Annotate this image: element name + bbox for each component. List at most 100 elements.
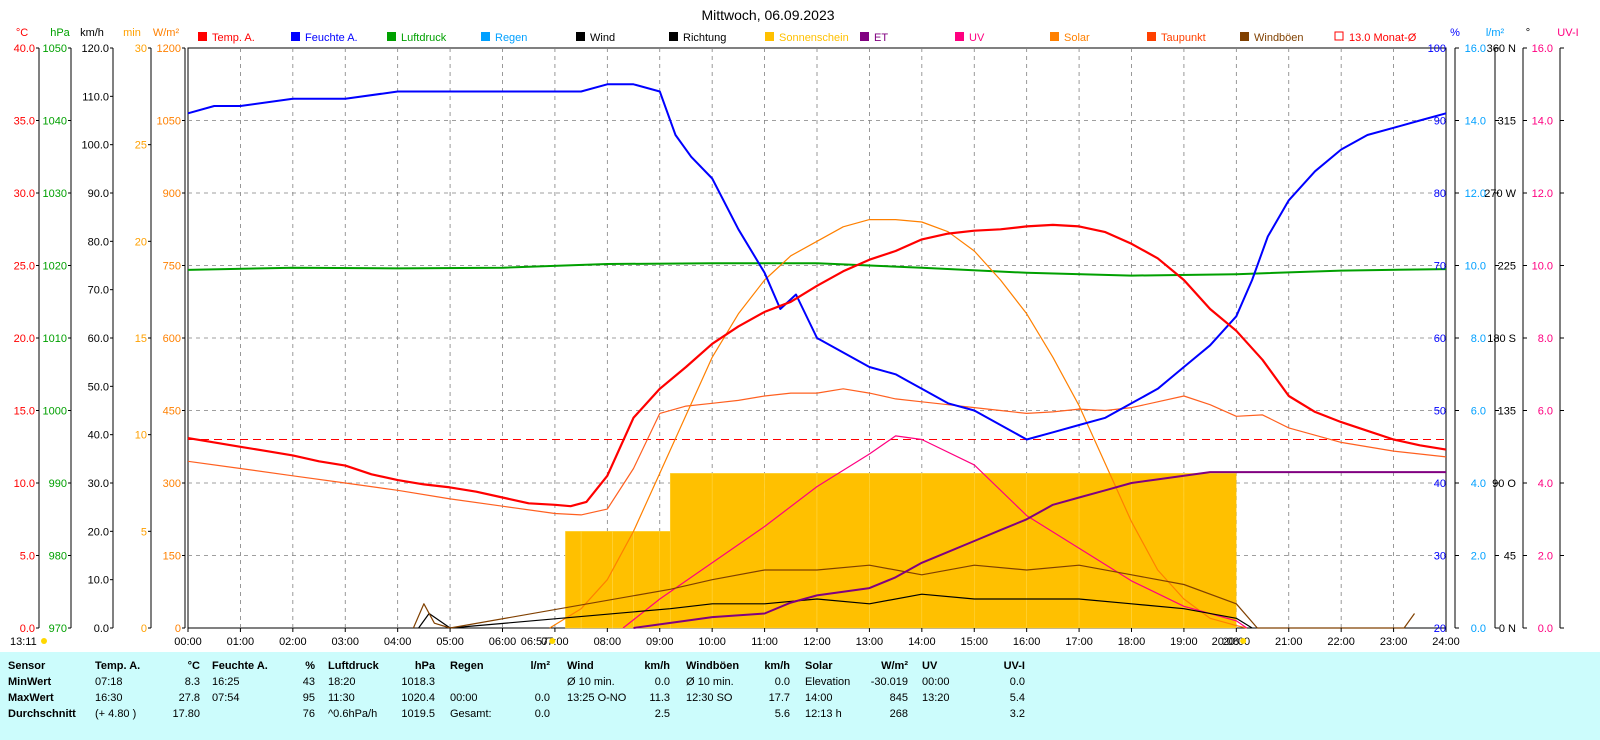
grid xyxy=(188,48,1446,628)
x-tick-label: 06:00 xyxy=(489,636,517,648)
right-axis-tick-label: 6.0 xyxy=(1538,406,1553,418)
legend-label: Feuchte A. xyxy=(305,32,358,44)
stats-cell: 18:20 xyxy=(328,676,356,688)
right-axis-tick-label: 0 N xyxy=(1499,623,1516,635)
left-axis-tick-label: 25.0 xyxy=(14,261,35,273)
right-axis-tick-label: 2.0 xyxy=(1538,551,1553,563)
x-tick-label: 02:00 xyxy=(279,636,307,648)
series-line-temp-a xyxy=(187,223,1447,508)
axes: 00:0001:0002:0003:0004:0005:0006:0007:00… xyxy=(14,27,1579,648)
right-axis-tick-label: 12.0 xyxy=(1532,188,1553,200)
legend-label: Temp. A. xyxy=(212,32,255,44)
stats-cell: 13:25 O-NO xyxy=(567,692,627,704)
left-axis-tick-label: 0 xyxy=(141,623,147,635)
stats-cell: 00:00 xyxy=(922,676,950,688)
left-axis-tick-label: 10 xyxy=(135,430,147,442)
right-axis-tick-label: 360 N xyxy=(1487,43,1516,55)
sunshine-bars xyxy=(565,473,1237,629)
left-axis-tick-label: 1050 xyxy=(157,116,181,128)
series-line-luftdruck xyxy=(187,262,1447,277)
left-axis-tick-label: 30 xyxy=(135,43,147,55)
left-axis-tick-label: 100.0 xyxy=(81,140,109,152)
stats-cell: 43 xyxy=(302,676,315,688)
right-axis-tick-label: 10.0 xyxy=(1532,261,1553,273)
series-line-solar xyxy=(549,219,1247,629)
chart-title: Mittwoch, 06.09.2023 xyxy=(701,7,834,23)
stats-cell: 17.80 xyxy=(172,708,200,720)
left-axis-tick-label: 20 xyxy=(135,236,147,248)
right-axis-tick-label: 8.0 xyxy=(1538,333,1553,345)
stats-cell: 13:20 xyxy=(922,692,950,704)
legend-swatch xyxy=(1147,32,1156,41)
series-lines xyxy=(187,83,1447,629)
legend-swatch xyxy=(860,32,869,41)
legend-label: 13.0 Monat-Ø xyxy=(1349,32,1417,44)
left-axis-tick-label: 1020 xyxy=(43,261,67,273)
left-axis-tick-label: 1040 xyxy=(43,116,67,128)
right-axis-tick-label: 12.0 xyxy=(1465,188,1486,200)
stats-cell: 8.3 xyxy=(184,676,200,688)
left-axis-tick-label: 25 xyxy=(135,140,147,152)
right-axis-tick-label: 6.0 xyxy=(1471,406,1486,418)
stats-row-label: MaxWert xyxy=(8,692,54,704)
right-axis-tick-label: 4.0 xyxy=(1471,478,1486,490)
legend-label: Regen xyxy=(495,32,527,44)
x-tick-label: 08:00 xyxy=(594,636,622,648)
x-tick-label: 04:00 xyxy=(384,636,412,648)
legend-swatch xyxy=(576,32,585,41)
moon-icon xyxy=(41,638,47,644)
sunshine-bar xyxy=(764,473,818,629)
legend-label: ET xyxy=(874,32,888,44)
sun-marks: 13:11 06:57 20:08 xyxy=(10,636,1247,648)
legend-swatch xyxy=(291,32,300,41)
stats-cell: 12:30 SO xyxy=(686,692,733,704)
left-axis-tick-label: 150 xyxy=(163,551,181,563)
legend-swatch xyxy=(669,32,678,41)
left-axis-tick-label: 60.0 xyxy=(88,333,109,345)
stats-cell: 0.0 xyxy=(654,676,670,688)
legend-label: UV xyxy=(969,32,985,44)
stats-cell: (+ 4.80 ) xyxy=(95,708,137,720)
series-line-feuchte-a xyxy=(187,83,1447,441)
legend-swatch xyxy=(481,32,490,41)
legend-label: Richtung xyxy=(683,32,726,44)
stats-cell: 07:54 xyxy=(212,692,240,704)
left-axis-unit: hPa xyxy=(50,27,70,39)
stats-cell: 76 xyxy=(302,708,315,720)
left-axis-tick-label: 5.0 xyxy=(20,551,35,563)
left-axis-tick-label: 50.0 xyxy=(88,381,109,393)
stats-cell: Ø 10 min. xyxy=(567,676,615,688)
left-axis-tick-label: 900 xyxy=(163,188,181,200)
x-tick-label: 17:00 xyxy=(1065,636,1093,648)
left-axis-tick-label: 15.0 xyxy=(14,406,35,418)
stats-cell: -30.019 xyxy=(870,676,908,688)
left-axis-tick-label: 980 xyxy=(49,551,67,563)
stats-cell: 845 xyxy=(889,692,908,704)
stats-cell: 07:18 xyxy=(95,676,123,688)
stats-cell: 5.4 xyxy=(1009,692,1025,704)
sunshine-bar xyxy=(659,531,671,629)
legend-swatch xyxy=(387,32,396,41)
stats-cell: Elevation xyxy=(805,676,851,688)
x-tick-label: 18:00 xyxy=(1118,636,1146,648)
legend-label: Luftdruck xyxy=(401,32,447,44)
stats-header-cell: Luftdruck xyxy=(328,660,379,672)
right-axis-tick-label: 225 xyxy=(1498,261,1516,273)
left-axis-tick-label: 20.0 xyxy=(88,526,109,538)
left-axis-tick-label: 5 xyxy=(141,526,147,538)
right-axis-tick-label: 60 xyxy=(1434,333,1446,345)
right-axis-tick-label: 50 xyxy=(1434,406,1446,418)
sunshine-bar xyxy=(1183,473,1237,629)
legend-swatch xyxy=(1050,32,1059,41)
series-line-uv xyxy=(622,435,1248,629)
right-axis-tick-label: 30 xyxy=(1434,551,1446,563)
x-tick-label: 10:00 xyxy=(698,636,726,648)
statistics-table: Sensor Temp. A. °C Feuchte A.% Luftdruck hPa R… xyxy=(0,652,1600,740)
stats-header-cell: % xyxy=(305,660,315,672)
x-tick-label: 16:00 xyxy=(1013,636,1041,648)
stats-cell: 14:00 xyxy=(805,692,833,704)
stats-header-cell: W/m² xyxy=(881,660,908,672)
stats-cell: 95 xyxy=(302,692,315,704)
right-axis-tick-label: 20 xyxy=(1434,623,1446,635)
right-axis-tick-label: 40 xyxy=(1434,478,1446,490)
